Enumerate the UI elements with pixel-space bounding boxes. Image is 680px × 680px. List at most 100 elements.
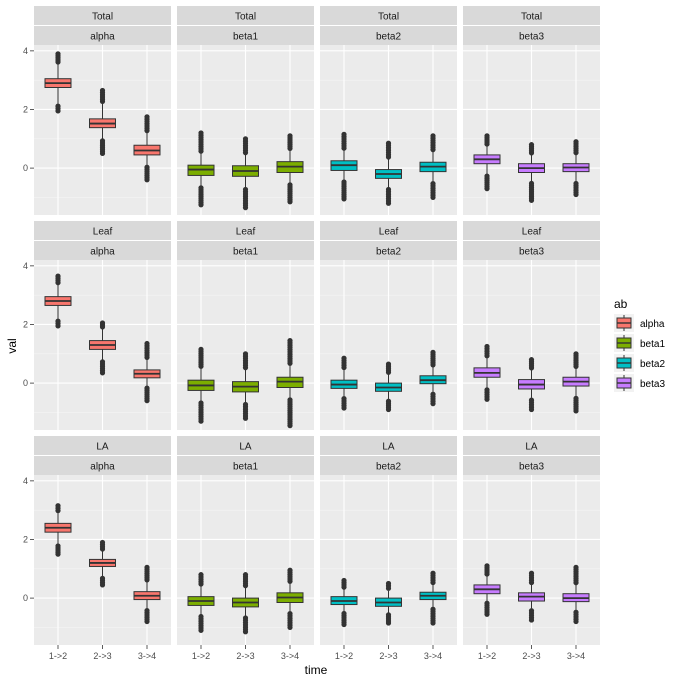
strip-col-bg	[177, 26, 314, 45]
outlier-point	[55, 51, 61, 57]
x-tick-label: 2->3	[379, 651, 397, 661]
outlier-point	[198, 572, 204, 578]
outlier-point	[55, 103, 61, 109]
y-tick-label: 0	[23, 163, 28, 173]
strip-row-label: LA	[382, 442, 395, 453]
outlier-point	[484, 600, 490, 606]
x-tick-label: 2->3	[522, 651, 540, 661]
legend-entry-label: beta1	[640, 339, 665, 350]
outlier-point	[198, 613, 204, 620]
outlier-point	[55, 503, 61, 509]
strip-row-label: Leaf	[522, 227, 542, 238]
strip-row-label: LA	[96, 442, 109, 453]
strip-row-bg	[463, 436, 600, 455]
x-tick-label: 2->3	[236, 651, 254, 661]
y-axis-title: val	[5, 338, 19, 353]
strip-row-bg	[34, 6, 171, 25]
outlier-point	[484, 343, 490, 350]
strip-col-label: beta3	[519, 462, 544, 473]
strip-col-bg	[463, 456, 600, 475]
outlier-point	[385, 398, 392, 404]
strip-col-bg	[320, 241, 457, 260]
strip-row-bg	[320, 221, 457, 240]
y-tick-label: 4	[23, 476, 28, 486]
outlier-point	[144, 114, 150, 120]
strip-col-bg	[34, 241, 171, 260]
outlier-point	[242, 615, 249, 621]
outlier-point	[341, 610, 347, 617]
strip-row-label: Total	[235, 12, 256, 23]
outlier-point	[528, 608, 535, 614]
strip-col-label: alpha	[90, 462, 115, 473]
outlier-point	[484, 133, 490, 139]
outlier-point	[99, 138, 106, 144]
x-axis-title: time	[305, 663, 328, 677]
outlier-point	[99, 575, 106, 581]
outlier-point	[385, 580, 392, 587]
outlier-point	[528, 570, 535, 576]
strip-col-label: beta2	[376, 247, 401, 258]
strip-col-label: alpha	[90, 32, 115, 43]
outlier-point	[198, 400, 204, 406]
outlier-point	[573, 351, 579, 357]
outlier-point	[573, 139, 579, 145]
strip-row-label: LA	[239, 442, 252, 453]
outlier-point	[144, 340, 150, 347]
outlier-point	[99, 320, 106, 326]
outlier-point	[287, 133, 293, 139]
x-tick-label: 1->2	[478, 651, 496, 661]
x-tick-label: 3->4	[424, 651, 442, 661]
outlier-point	[287, 397, 293, 403]
outlier-point	[385, 612, 392, 618]
outlier-point	[385, 186, 392, 193]
outlier-point	[242, 401, 249, 408]
outlier-point	[385, 361, 392, 367]
outlier-point	[484, 563, 490, 569]
outlier-point	[341, 355, 347, 361]
outlier-point	[430, 391, 436, 397]
strip-row-label: Leaf	[236, 227, 256, 238]
outlier-point	[341, 577, 347, 584]
x-tick-label: 3->4	[281, 651, 299, 661]
outlier-point	[144, 607, 150, 614]
strip-row-label: Total	[521, 12, 542, 23]
strip-row-bg	[463, 6, 600, 25]
strip-col-bg	[34, 456, 171, 475]
outlier-point	[385, 140, 392, 146]
strip-col-bg	[463, 26, 600, 45]
outlier-point	[99, 87, 106, 94]
outlier-point	[430, 570, 436, 576]
outlier-point	[573, 609, 579, 615]
outlier-point	[430, 133, 436, 139]
outlier-point	[573, 180, 579, 187]
strip-row-bg	[34, 221, 171, 240]
strip-row-label: Total	[378, 12, 399, 23]
x-tick-label: 3->4	[567, 651, 585, 661]
strip-row-bg	[320, 436, 457, 455]
strip-col-bg	[320, 26, 457, 45]
outlier-point	[242, 186, 249, 193]
x-tick-label: 3->4	[138, 651, 156, 661]
strip-row-bg	[34, 436, 171, 455]
strip-col-label: alpha	[90, 247, 115, 258]
outlier-point	[287, 610, 293, 617]
strip-row-bg	[177, 221, 314, 240]
outlier-point	[484, 173, 490, 179]
outlier-point	[484, 387, 490, 393]
y-tick-label: 2	[23, 534, 28, 544]
outlier-point	[55, 543, 61, 549]
legend-title: ab	[614, 297, 628, 311]
strip-col-label: beta1	[233, 32, 258, 43]
strip-col-label: beta1	[233, 462, 258, 473]
strip-row-label: Total	[92, 12, 113, 23]
strip-col-bg	[177, 456, 314, 475]
outlier-point	[287, 182, 293, 188]
outlier-point	[341, 179, 347, 185]
strip-col-label: beta2	[376, 32, 401, 43]
strip-col-label: beta1	[233, 247, 258, 258]
outlier-point	[573, 395, 579, 401]
legend-entry-label: alpha	[640, 319, 665, 330]
strip-row-label: Leaf	[93, 227, 113, 238]
y-tick-label: 2	[23, 104, 28, 114]
